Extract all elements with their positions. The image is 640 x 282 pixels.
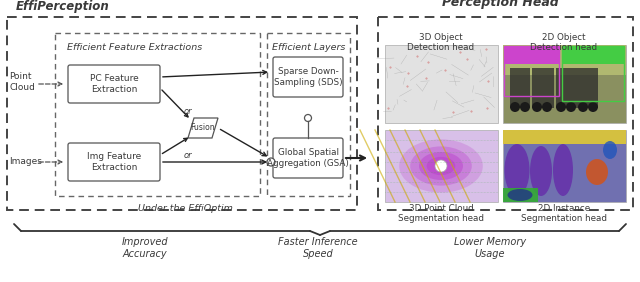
Circle shape — [542, 102, 552, 112]
Circle shape — [267, 158, 275, 166]
Text: Faster Inference
Speed: Faster Inference Speed — [278, 237, 358, 259]
Ellipse shape — [603, 141, 617, 159]
Bar — [578, 68, 598, 108]
Ellipse shape — [553, 144, 573, 196]
Bar — [503, 188, 538, 202]
Circle shape — [556, 102, 566, 112]
Ellipse shape — [399, 139, 483, 193]
Ellipse shape — [508, 189, 532, 201]
Bar — [562, 46, 624, 64]
FancyBboxPatch shape — [68, 143, 160, 181]
Text: Sparse Down-
Sampling (SDS): Sparse Down- Sampling (SDS) — [274, 67, 342, 87]
Bar — [532, 68, 554, 108]
Text: Efficient Layers: Efficient Layers — [272, 43, 346, 52]
Text: Perception Head: Perception Head — [442, 0, 558, 9]
FancyBboxPatch shape — [273, 138, 343, 178]
Bar — [385, 45, 498, 123]
Circle shape — [578, 102, 588, 112]
Circle shape — [510, 102, 520, 112]
Text: Efficient Feature Extractions: Efficient Feature Extractions — [67, 43, 202, 52]
Text: Improved
Accuracy: Improved Accuracy — [122, 237, 168, 259]
Text: PC Feature
Extraction: PC Feature Extraction — [90, 74, 138, 94]
Bar — [504, 46, 559, 96]
Bar — [510, 68, 530, 108]
Text: EffiPerception: EffiPerception — [16, 0, 109, 13]
Circle shape — [532, 102, 542, 112]
Ellipse shape — [419, 152, 463, 180]
Text: Global Spatial
Aggregation (GSA): Global Spatial Aggregation (GSA) — [267, 148, 349, 168]
Circle shape — [435, 160, 447, 172]
Bar — [55, 33, 260, 196]
Circle shape — [588, 102, 598, 112]
Circle shape — [566, 102, 576, 112]
Text: 3D Object
Detection head: 3D Object Detection head — [408, 33, 475, 52]
Ellipse shape — [504, 144, 529, 196]
Ellipse shape — [427, 157, 455, 175]
Text: or: or — [184, 151, 192, 160]
Bar — [503, 45, 626, 123]
Ellipse shape — [586, 159, 608, 185]
Polygon shape — [188, 118, 218, 138]
Text: Images: Images — [9, 158, 42, 166]
Bar — [385, 130, 498, 202]
FancyBboxPatch shape — [273, 57, 343, 97]
Circle shape — [305, 114, 312, 122]
Bar — [562, 46, 624, 101]
Bar — [503, 45, 626, 75]
Text: Under the EffiOptim: Under the EffiOptim — [138, 204, 232, 213]
FancyBboxPatch shape — [68, 65, 160, 103]
Bar — [503, 130, 626, 202]
Ellipse shape — [410, 146, 472, 186]
Bar — [378, 17, 633, 210]
Text: Point
Cloud: Point Cloud — [9, 72, 35, 92]
Text: Fusion: Fusion — [191, 124, 215, 133]
Bar — [556, 68, 578, 108]
Bar — [7, 17, 357, 210]
Ellipse shape — [530, 146, 552, 196]
Text: Img Feature
Extraction: Img Feature Extraction — [87, 152, 141, 172]
Text: 2D Object
Detection head: 2D Object Detection head — [531, 33, 598, 52]
Text: or: or — [184, 107, 192, 116]
Text: 2D Instance
Segmentation head: 2D Instance Segmentation head — [521, 204, 607, 223]
Circle shape — [520, 102, 530, 112]
Bar — [503, 130, 626, 144]
Bar — [504, 46, 559, 64]
Text: Lower Memory
Usage: Lower Memory Usage — [454, 237, 526, 259]
Text: 3D Point Cloud
Segmentation head: 3D Point Cloud Segmentation head — [398, 204, 484, 223]
Bar — [267, 33, 350, 196]
